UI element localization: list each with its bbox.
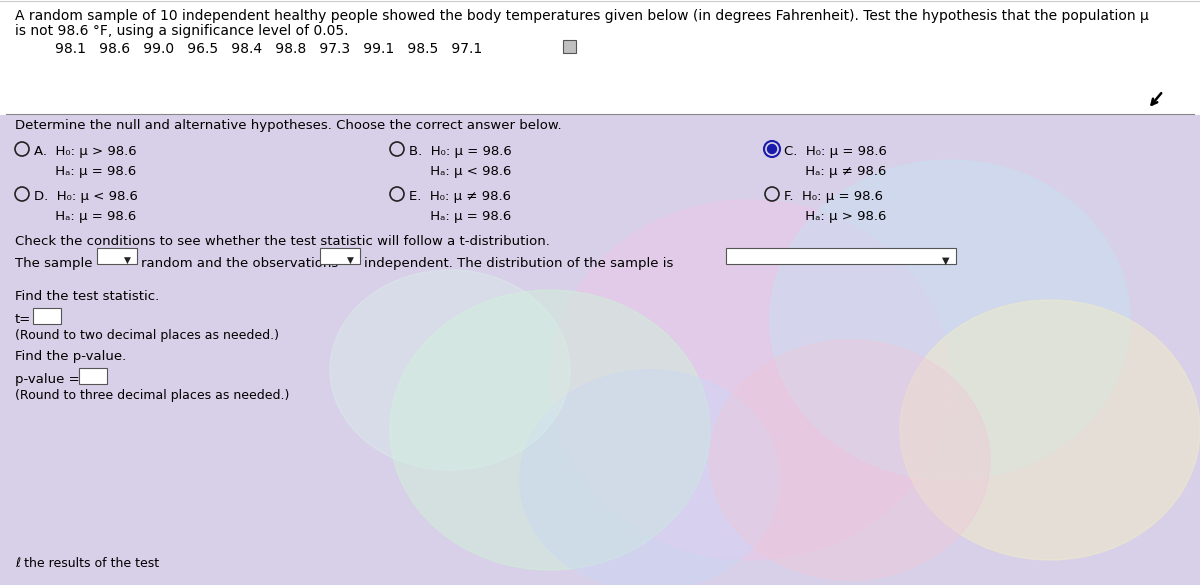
Text: Determine the null and alternative hypotheses. Choose the correct answer below.: Determine the null and alternative hypot… <box>14 119 562 132</box>
Text: Hₐ: μ = 98.6: Hₐ: μ = 98.6 <box>409 210 511 223</box>
Text: Hₐ: μ = 98.6: Hₐ: μ = 98.6 <box>34 210 137 223</box>
Text: is not 98.6 °F, using a significance level of 0.05.: is not 98.6 °F, using a significance lev… <box>14 24 348 38</box>
Text: p-value =: p-value = <box>14 373 79 386</box>
Text: A random sample of 10 independent healthy people showed the body temperatures gi: A random sample of 10 independent health… <box>14 9 1148 23</box>
Text: Hₐ: μ > 98.6: Hₐ: μ > 98.6 <box>784 210 887 223</box>
Bar <box>34 308 61 324</box>
Text: E.  H₀: μ ≠ 98.6: E. H₀: μ ≠ 98.6 <box>409 190 511 203</box>
Text: t=: t= <box>14 313 31 326</box>
Bar <box>79 368 107 384</box>
Text: 98.1   98.6   99.0   96.5   98.4   98.8   97.3   99.1   98.5   97.1: 98.1 98.6 99.0 96.5 98.4 98.8 97.3 99.1 … <box>55 42 482 56</box>
Text: F.  H₀: μ = 98.6: F. H₀: μ = 98.6 <box>784 190 883 203</box>
Text: A.  H₀: μ > 98.6: A. H₀: μ > 98.6 <box>34 145 137 158</box>
Ellipse shape <box>390 290 710 570</box>
Text: ▼: ▼ <box>347 256 354 265</box>
Text: Check the conditions to see whether the test statistic will follow a t-distribut: Check the conditions to see whether the … <box>14 235 550 248</box>
Text: (Round to two decimal places as needed.): (Round to two decimal places as needed.) <box>14 329 278 342</box>
Circle shape <box>768 144 776 153</box>
Text: ▼: ▼ <box>124 256 131 265</box>
Text: D.  H₀: μ < 98.6: D. H₀: μ < 98.6 <box>34 190 138 203</box>
Bar <box>97 248 137 264</box>
Text: random and the observations: random and the observations <box>142 257 338 270</box>
Text: ℓ the results of the test: ℓ the results of the test <box>14 557 160 570</box>
Text: C.  H₀: μ = 98.6: C. H₀: μ = 98.6 <box>784 145 887 158</box>
Ellipse shape <box>550 200 950 560</box>
Bar <box>0 0 1200 115</box>
Text: independent. The distribution of the sample is: independent. The distribution of the sam… <box>364 257 673 270</box>
Bar <box>320 248 360 264</box>
Text: Hₐ: μ ≠ 98.6: Hₐ: μ ≠ 98.6 <box>784 165 887 178</box>
Ellipse shape <box>900 300 1200 560</box>
Ellipse shape <box>520 370 780 585</box>
Bar <box>726 248 956 264</box>
Bar <box>563 40 576 53</box>
Text: Hₐ: μ = 98.6: Hₐ: μ = 98.6 <box>34 165 137 178</box>
Text: The sample: The sample <box>14 257 92 270</box>
Text: Find the p-value.: Find the p-value. <box>14 350 126 363</box>
Ellipse shape <box>770 160 1130 480</box>
Text: Hₐ: μ < 98.6: Hₐ: μ < 98.6 <box>409 165 511 178</box>
Text: (Round to three decimal places as needed.): (Round to three decimal places as needed… <box>14 389 289 402</box>
Text: ▼: ▼ <box>942 256 949 266</box>
Ellipse shape <box>710 340 990 580</box>
Ellipse shape <box>330 270 570 470</box>
Text: B.  H₀: μ = 98.6: B. H₀: μ = 98.6 <box>409 145 511 158</box>
Text: Find the test statistic.: Find the test statistic. <box>14 290 160 303</box>
